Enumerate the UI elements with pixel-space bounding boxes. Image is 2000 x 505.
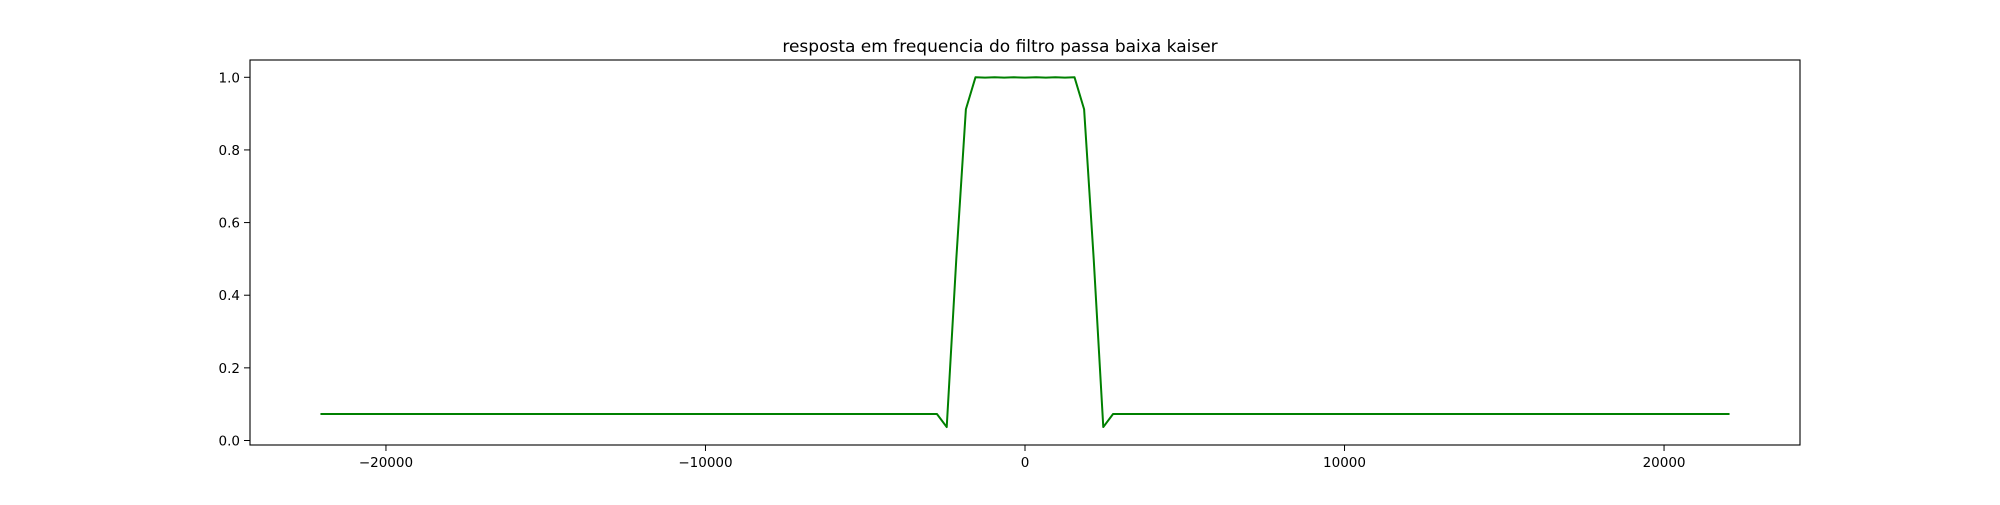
x-tick-label: 20000 bbox=[1643, 455, 1686, 471]
y-tick-label: 0.2 bbox=[219, 361, 240, 377]
x-tick-label: −10000 bbox=[678, 455, 732, 471]
x-tick-label: −20000 bbox=[359, 455, 413, 471]
axis-ticks: −20000 −10000 0 10000 20000 0.0 0.2 0.4 0.6 0.8 1.… bbox=[219, 70, 1686, 471]
y-tick-label: 0.8 bbox=[219, 143, 240, 159]
chart-title: resposta em frequencia do filtro passa b… bbox=[782, 37, 1217, 57]
series-line-0 bbox=[320, 76, 1730, 429]
x-tick-label: 0 bbox=[1021, 455, 1030, 471]
y-tick-label: 0.0 bbox=[219, 433, 240, 449]
y-tick-label: 1.0 bbox=[219, 70, 240, 86]
y-tick-label: 0.4 bbox=[219, 288, 240, 304]
plot-area bbox=[320, 76, 1730, 429]
axes-frame bbox=[249, 59, 1801, 446]
y-tick-label: 0.6 bbox=[219, 216, 240, 232]
x-tick-label: 10000 bbox=[1323, 455, 1366, 471]
